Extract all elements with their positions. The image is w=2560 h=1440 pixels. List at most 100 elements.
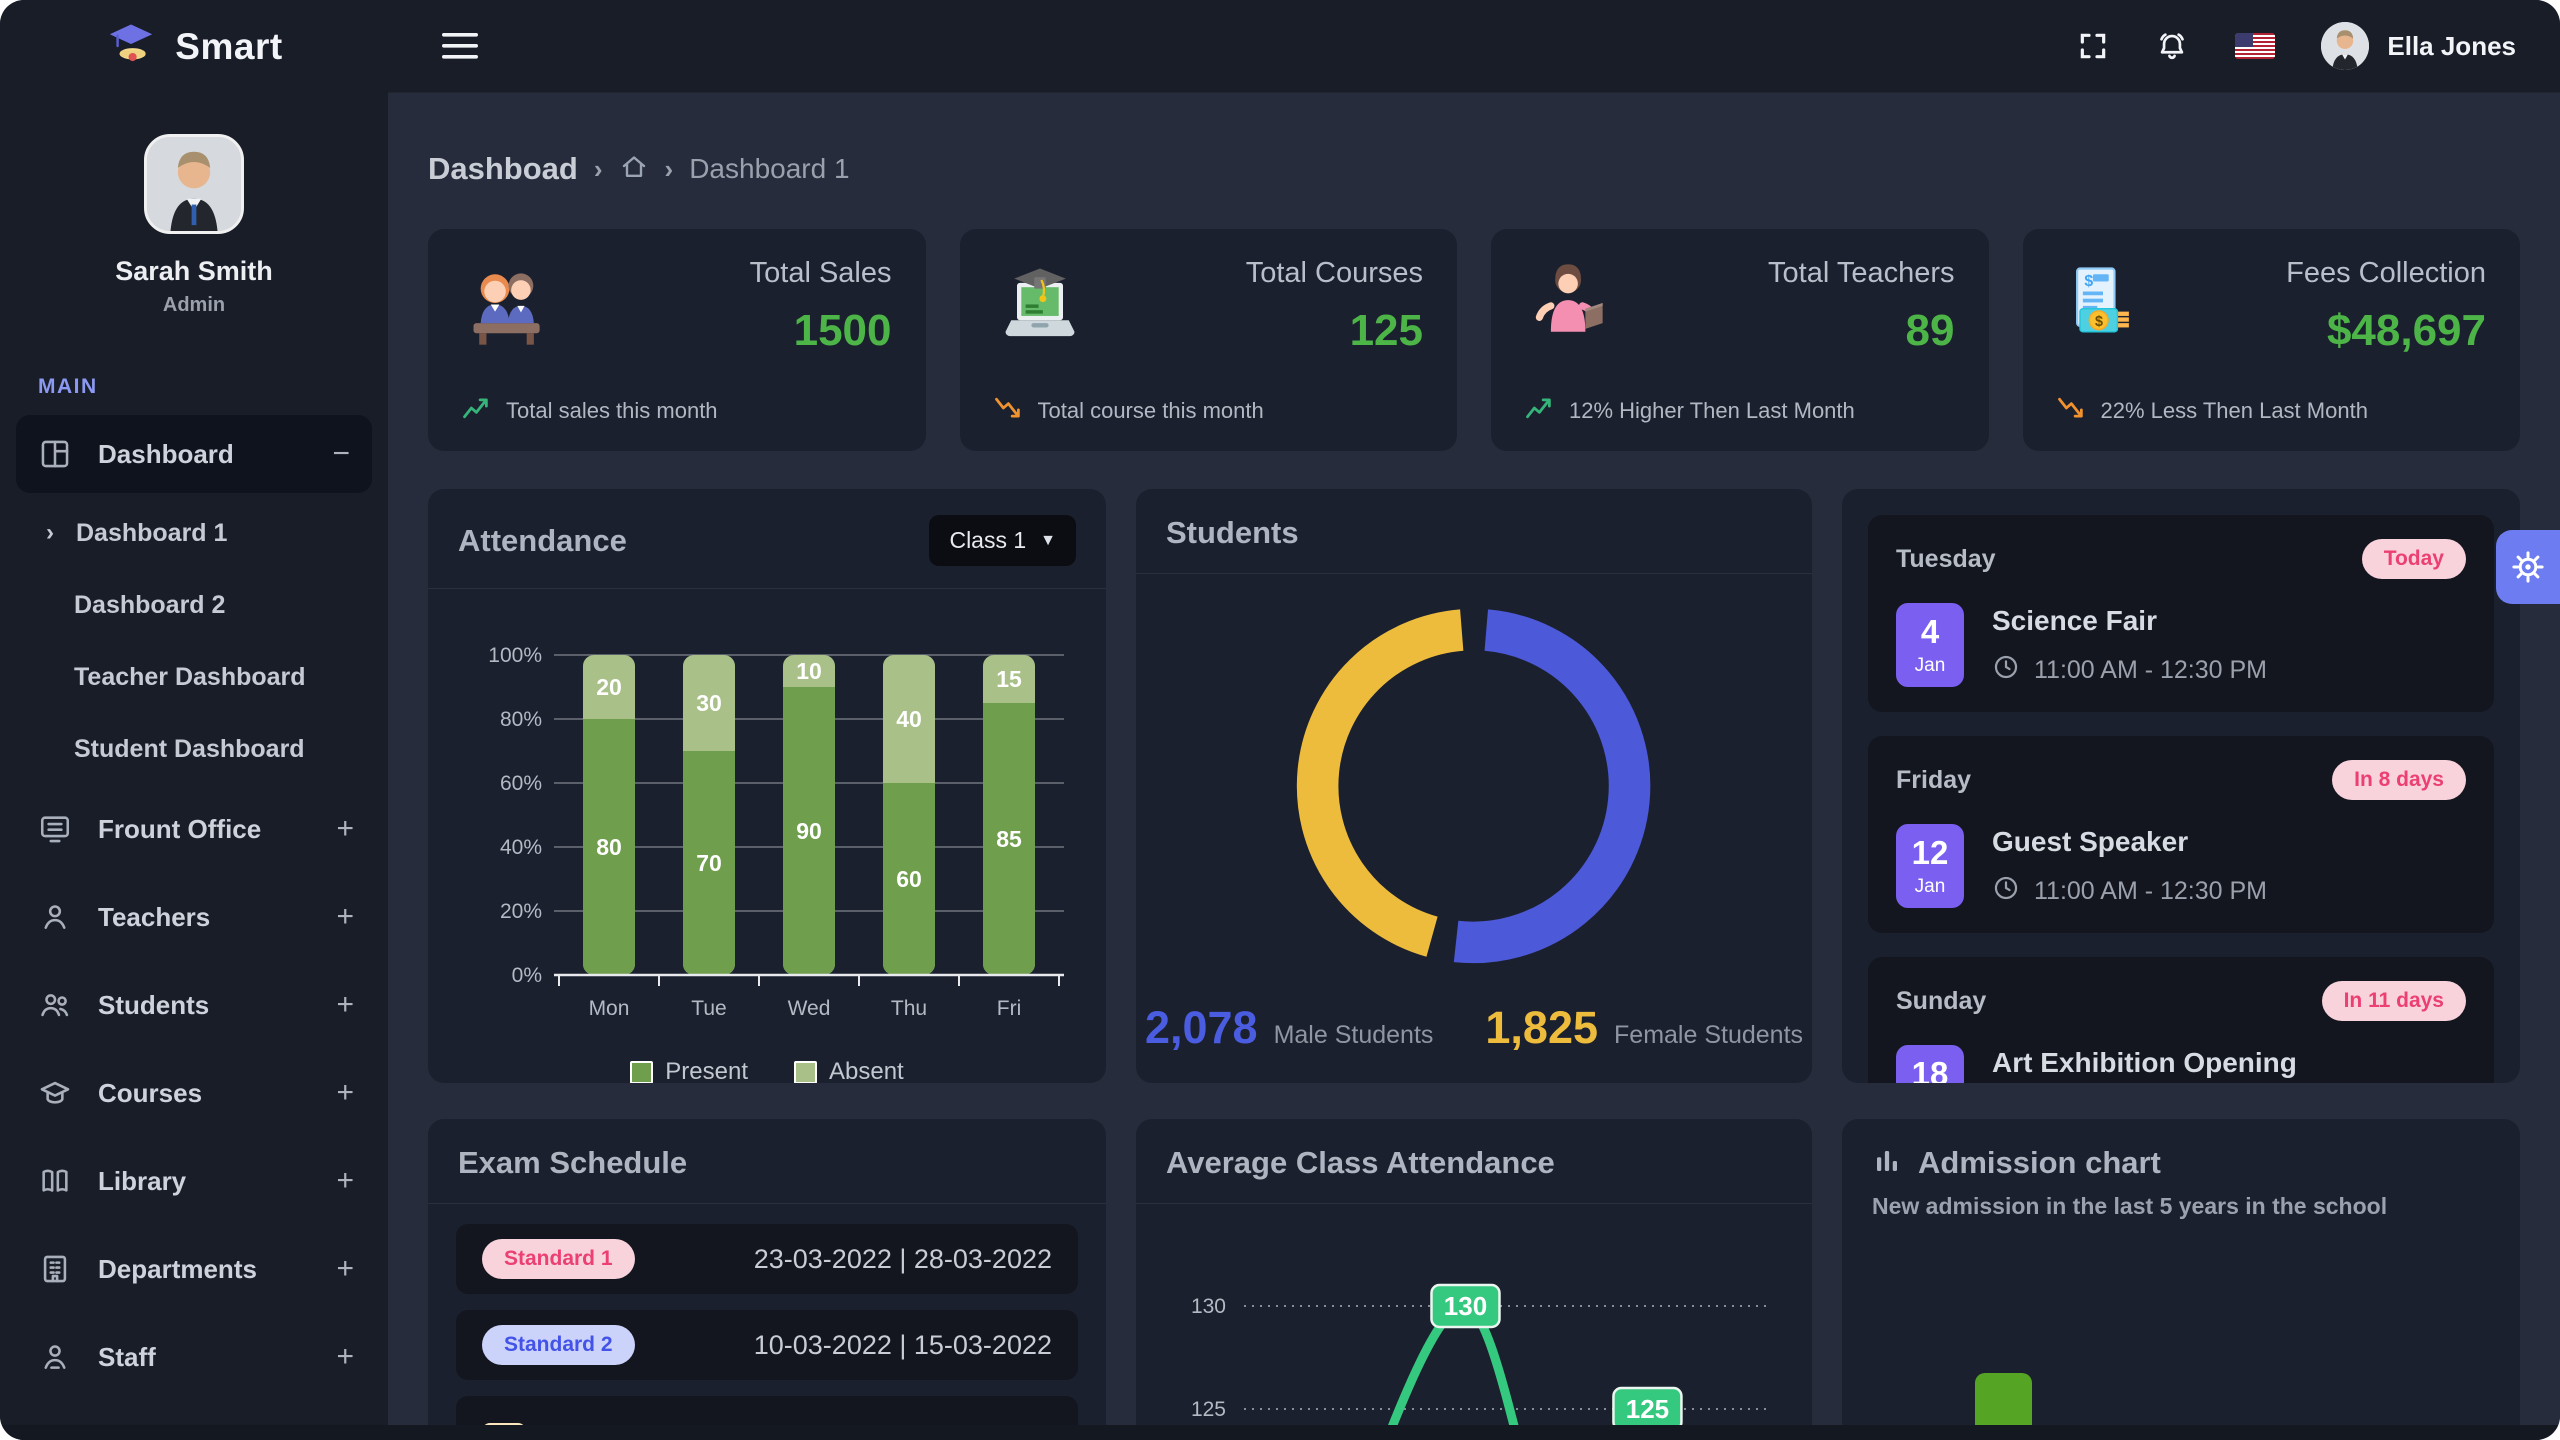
clock-icon [1992,653,2020,688]
event-date-box: 4 Jan [1896,603,1964,687]
expand-plus-icon[interactable]: + [336,1340,354,1373]
event-badge: In 11 days [2321,981,2466,1021]
chevron-down-icon: ▼ [1040,531,1056,549]
sidebar-item-label: Staff [98,1341,156,1372]
event-date-month: Jan [1914,876,1946,897]
students-donut-chart [1296,609,1651,964]
svg-text:40%: 40% [500,836,542,859]
event-card-science-fair[interactable]: Tuesday Today 4 Jan Science Fair 11:00 AM - 1… [1868,515,2494,712]
hamburger-menu-icon[interactable] [442,31,478,61]
event-badge: Today [2361,539,2466,579]
library-icon [38,1164,72,1198]
svg-text:60%: 60% [500,772,542,795]
chevron-right-icon: › [46,519,54,546]
class-filter-dropdown[interactable]: Class 1 ▼ [929,515,1076,566]
legend-present: Present [630,1058,748,1083]
exam-standard-badge: Standard 1 [482,1239,635,1279]
avg-attendance-title: Average Class Attendance [1166,1145,1555,1180]
brand[interactable]: Smart [0,0,388,93]
svg-text:20%: 20% [500,900,542,923]
breadcrumb-root[interactable]: Dashboad [428,151,578,186]
sidebar-menu: Dashboard − › Dashboard 1 Dashboard 2 Teacher… [0,415,388,1440]
sidebar-item-frount-office[interactable]: Frount Office + [0,785,388,873]
bar-chart-icon [1872,1146,1902,1181]
total-teachers-illustration [1525,257,1617,349]
home-icon[interactable] [619,152,649,187]
sidebar-item-students[interactable]: Students + [0,961,388,1049]
svg-text:90: 90 [796,818,822,844]
main-content: Dashboad › › Dashboard 1 Total Sales 1500… [388,93,2560,1440]
event-date-number: 12 [1911,834,1949,871]
legend-absent: Absent [794,1058,904,1083]
stat-card-total-courses: Total Courses 125 Total course this month [959,229,1457,451]
exam-schedule-rows: Standard 1 23-03-2022 | 28-03-2022 Standar… [428,1204,1106,1440]
stat-value: 1500 [793,306,892,355]
attendance-chart: 100% 80% 60% 40% 20% 0% 20 80 Mon 30 70 Tue 10 90 Wed 4… [488,644,1064,1020]
exam-row-1[interactable]: Standard 1 23-03-2022 | 28-03-2022 [456,1224,1078,1294]
stat-trend-text: 12% Higher Then Last Month [1569,398,1855,423]
sidebar-user-name: Sarah Smith [115,256,273,286]
expand-plus-icon[interactable]: + [336,812,354,845]
expand-plus-icon[interactable]: + [336,988,354,1021]
courses-icon [38,1076,72,1110]
language-flag-us[interactable] [2235,33,2276,59]
collapse-minus-icon[interactable]: − [332,437,350,470]
fullscreen-icon[interactable] [2077,30,2109,62]
admission-bars [1842,1220,2520,1440]
admission-subtitle: New admission in the last 5 years in the… [1872,1193,2388,1219]
event-day: Friday [1896,765,1972,794]
notification-bell-icon[interactable] [2155,29,2189,63]
sidebar-item-label: Teachers [98,901,211,932]
sidebar-item-dashboard-2[interactable]: Dashboard 2 [0,569,388,641]
svg-text:70: 70 [696,850,722,876]
settings-gear-button[interactable] [2496,530,2560,604]
breadcrumb-separator: › [593,153,603,184]
attendance-title: Attendance [458,522,627,558]
students-icon [38,988,72,1022]
event-card-art-exhibition-opening[interactable]: Sunday In 11 days 18Jan Art Exhibition Open… [1868,957,2494,1083]
exam-row-2[interactable]: Standard 2 10-03-2022 | 15-03-2022 [456,1310,1078,1380]
expand-plus-icon[interactable]: + [336,900,354,933]
event-card-guest-speaker[interactable]: Friday In 8 days 12 Jan Guest Speaker 11:00 A… [1868,736,2494,933]
total-courses-illustration [994,257,1086,349]
students-totals: 2,078 Male Students 1,825 Female Student… [1136,1002,1812,1054]
clock-icon [1992,874,2020,909]
dashboard-icon [38,437,72,471]
stat-title: Total Teachers [1768,257,1955,289]
sidebar-avatar[interactable] [144,134,244,234]
attendance-card: Attendance Class 1 ▼ 100% 80% 60% 40% 20% 0% 2… [428,489,1106,1083]
sidebar-item-teacher-dashboard[interactable]: Teacher Dashboard [0,641,388,713]
header-user[interactable]: Ella Jones [2321,22,2516,70]
sidebar-item-dashboard-1[interactable]: › Dashboard 1 [0,497,388,569]
absent-swatch-icon [794,1060,817,1083]
sidebar-item-dashboard[interactable]: Dashboard − [16,415,372,493]
events-panel: Tuesday Today 4 Jan Science Fair 11:00 AM - 1… [1842,489,2520,1083]
stat-cards-row: Total Sales 1500 Total sales this month Tot… [428,229,2520,451]
expand-plus-icon[interactable]: + [336,1164,354,1197]
header: Ella Jones [388,0,2560,93]
breadcrumb-current[interactable]: Dashboard 1 [689,153,850,184]
sidebar-item-teachers[interactable]: Teachers + [0,873,388,961]
stat-trend-text: 22% Less Then Last Month [2100,398,2368,423]
sidebar-item-label: Student Dashboard [74,734,305,763]
stat-value: 89 [1905,306,1955,355]
sidebar-item-staff[interactable]: Staff + [0,1313,388,1401]
expand-plus-icon[interactable]: + [336,1076,354,1109]
svg-text:20: 20 [596,674,622,700]
trend-down-icon [2057,395,2087,427]
sidebar-item-student-dashboard[interactable]: Student Dashboard [0,713,388,785]
svg-text:125: 125 [1626,1394,1669,1424]
bottom-edge-strip [0,1425,2560,1440]
sidebar-item-label: Dashboard 2 [74,590,226,619]
admission-title: Admission chart [1918,1145,2161,1180]
svg-text:15: 15 [996,666,1022,692]
sidebar-item-departments[interactable]: Departments + [0,1225,388,1313]
sidebar-item-courses[interactable]: Courses + [0,1049,388,1137]
expand-plus-icon[interactable]: + [336,1252,354,1285]
svg-text:80%: 80% [500,708,542,731]
sidebar-item-library[interactable]: Library + [0,1137,388,1225]
students-card: Students 2,078 Male Students 1,825 Femal… [1136,489,1812,1083]
sidebar-user: Sarah Smith Admin [0,134,388,317]
male-students-label: Male Students [1273,1021,1434,1049]
svg-text:$: $ [2084,273,2093,290]
